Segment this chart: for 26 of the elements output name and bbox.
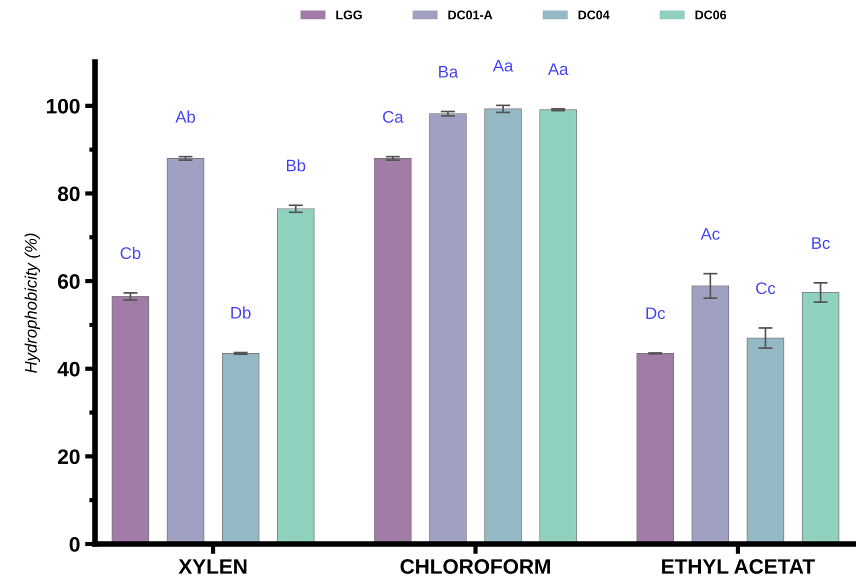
legend-label: DC06	[696, 10, 726, 20]
annotation: Ac	[700, 228, 720, 240]
x-tick-label: XYLEN	[178, 559, 246, 574]
annotation: Db	[231, 306, 251, 319]
y-tick-label: 100	[46, 98, 80, 114]
y-tick-label: 60	[58, 274, 80, 289]
y-tick-label: 0	[70, 537, 80, 552]
legend-label: LGG	[336, 10, 362, 20]
legend-label: DC01-A	[448, 10, 492, 20]
legend-label: DC04	[578, 10, 610, 20]
annotation: Ca	[383, 110, 404, 123]
annotation: Aa	[492, 60, 514, 72]
annotation: Bc	[812, 237, 830, 249]
annotation: Bb	[286, 159, 306, 172]
annotation: Cb	[120, 246, 140, 260]
annotation: Ab	[175, 110, 196, 123]
annotation: Cc	[756, 282, 776, 294]
y-tick-label: 80	[58, 186, 80, 202]
annotation: Ba	[439, 66, 458, 78]
y-tick-label: 20	[58, 449, 80, 464]
annotation: Dc	[646, 307, 665, 320]
annotation: Aa	[548, 63, 568, 76]
x-tick-label: CHLOROFORM	[400, 559, 550, 574]
x-tick-label: ETHYL ACETAT	[662, 559, 815, 574]
y-tick-label: 40	[58, 362, 80, 376]
y-axis-title: Hydrophobicity (%)	[24, 234, 40, 373]
